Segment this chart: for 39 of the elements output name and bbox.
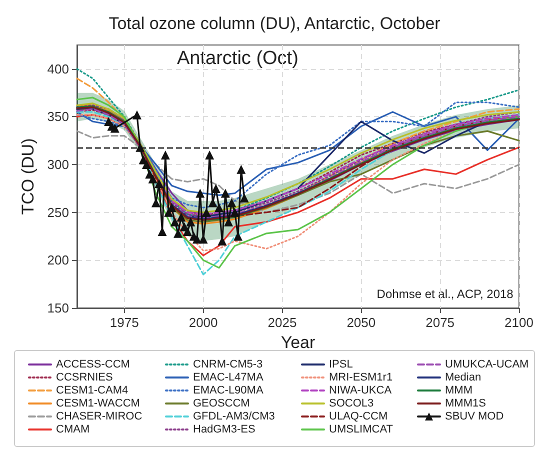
legend-label: CESM1-WACCM [56,398,140,410]
legend-label: GFDL-AM3/CM3 [193,410,275,422]
x-tick-label: 1975 [110,315,139,330]
legend-label: MMM [445,384,472,396]
x-axis-title: Year [280,332,316,352]
x-tick-label: 2100 [504,315,534,330]
legend-label: CNRM-CM5-3 [193,358,263,370]
y-tick-label: 300 [47,157,69,172]
legend-label: Median [445,372,482,384]
legend-label: ACCESS-CCM [56,358,130,370]
legend-label: EMAC-L90MA [193,384,264,396]
annotation: Antarctic (Oct) [177,48,298,69]
x-tick-label: 2050 [346,315,376,330]
legend-label: EMAC-L47MA [193,372,264,384]
x-tick-label: 2025 [268,315,297,330]
y-tick-label: 400 [47,61,69,76]
legend-label: UMUKCA-UCAM [445,358,529,370]
x-tick-label: 2075 [426,315,455,330]
y-tick-label: 150 [47,300,69,316]
legend-label: NIWA-UKCA [329,384,392,396]
chart-title: Total ozone column (DU), Antarctic, October [108,14,441,33]
legend-label: IPSL [329,358,353,370]
legend-label: HadGM3-ES [193,424,256,436]
legend-label: ULAQ-CCM [329,410,388,422]
legend-label: CHASER-MIROC [56,410,142,422]
legend-label: MRI-ESM1r1 [329,372,393,384]
legend-label: MMM1S [445,398,486,410]
legend-label: SBUV MOD [445,410,504,422]
legend-label: CCSRNIES [56,372,113,384]
legend-label: CMAM [56,424,90,436]
legend-label: GEOSCCM [193,398,250,410]
y-tick-label: 250 [47,204,69,220]
legend-label: SOCOL3 [329,398,374,410]
x-tick-label: 2000 [188,315,218,330]
y-tick-label: 200 [47,252,69,268]
y-tick-label: 350 [47,109,69,124]
legend-label: CESM1-CAM4 [56,384,128,396]
y-axis-title: TCO (DU) [18,138,38,215]
legend-label: UMSLIMCAT [329,424,394,436]
